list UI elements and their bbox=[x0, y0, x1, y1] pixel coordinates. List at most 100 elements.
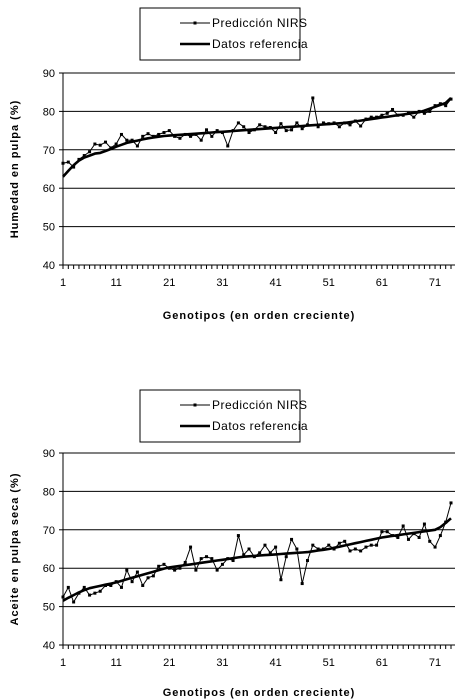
x-tick-label: 11 bbox=[110, 657, 121, 669]
data-point-prediccion-nirs bbox=[146, 576, 150, 580]
data-point-prediccion-nirs bbox=[295, 121, 299, 125]
data-point-prediccion-nirs bbox=[359, 549, 363, 553]
data-point-prediccion-nirs bbox=[162, 131, 166, 135]
data-point-prediccion-nirs bbox=[231, 559, 235, 563]
x-tick-label: 31 bbox=[216, 277, 228, 289]
x-tick-label: 11 bbox=[110, 277, 121, 289]
legend-marker-prediccion-nirs bbox=[193, 21, 197, 25]
data-point-prediccion-nirs bbox=[353, 547, 357, 551]
data-point-prediccion-nirs bbox=[125, 568, 129, 572]
data-point-prediccion-nirs bbox=[406, 537, 410, 541]
legend-label: Predicción NIRS bbox=[212, 16, 308, 30]
data-point-prediccion-nirs bbox=[396, 535, 400, 539]
data-point-prediccion-nirs bbox=[135, 144, 139, 148]
data-point-prediccion-nirs bbox=[183, 560, 187, 564]
data-point-prediccion-nirs bbox=[173, 568, 177, 572]
y-tick-label: 90 bbox=[43, 68, 55, 80]
data-point-prediccion-nirs bbox=[422, 522, 426, 526]
y-tick-label: 90 bbox=[43, 448, 55, 460]
data-point-prediccion-nirs bbox=[391, 107, 395, 111]
data-point-prediccion-nirs bbox=[199, 138, 203, 142]
x-tick-label: 1 bbox=[60, 657, 66, 669]
x-tick-label: 31 bbox=[216, 657, 228, 669]
x-tick-label: 71 bbox=[429, 277, 441, 289]
series-line-datos-referencia bbox=[62, 517, 452, 602]
data-point-prediccion-nirs bbox=[98, 589, 102, 593]
data-point-prediccion-nirs bbox=[242, 553, 246, 557]
x-tick-label: 21 bbox=[163, 277, 175, 289]
data-point-prediccion-nirs bbox=[449, 501, 453, 505]
x-tick-label: 51 bbox=[323, 277, 335, 289]
data-point-prediccion-nirs bbox=[284, 129, 288, 133]
data-point-prediccion-nirs bbox=[247, 131, 251, 135]
data-point-prediccion-nirs bbox=[290, 537, 294, 541]
data-point-prediccion-nirs bbox=[205, 128, 209, 132]
y-tick-label: 80 bbox=[43, 486, 55, 498]
legend-marker-prediccion-nirs bbox=[193, 403, 197, 407]
data-point-prediccion-nirs bbox=[290, 128, 294, 132]
data-point-prediccion-nirs bbox=[444, 104, 448, 108]
data-point-prediccion-nirs bbox=[146, 132, 150, 136]
data-point-prediccion-nirs bbox=[114, 142, 118, 146]
data-point-prediccion-nirs bbox=[178, 136, 182, 140]
data-point-prediccion-nirs bbox=[279, 122, 283, 126]
x-tick-label: 1 bbox=[60, 277, 66, 289]
data-point-prediccion-nirs bbox=[194, 568, 198, 572]
legend: Predicción NIRS Datos referencia bbox=[139, 7, 308, 61]
data-point-prediccion-nirs bbox=[268, 551, 272, 555]
data-point-prediccion-nirs bbox=[167, 129, 171, 133]
data-point-prediccion-nirs bbox=[279, 578, 283, 582]
data-point-prediccion-nirs bbox=[343, 539, 347, 543]
y-tick-label: 60 bbox=[43, 563, 55, 575]
data-point-prediccion-nirs bbox=[151, 574, 155, 578]
data-point-prediccion-nirs bbox=[337, 541, 341, 545]
data-point-prediccion-nirs bbox=[119, 585, 123, 589]
data-point-prediccion-nirs bbox=[157, 132, 161, 136]
data-point-prediccion-nirs bbox=[380, 530, 384, 534]
y-tick-label: 60 bbox=[43, 183, 55, 195]
data-point-prediccion-nirs bbox=[215, 568, 219, 572]
data-point-prediccion-nirs bbox=[242, 125, 246, 129]
y-tick-label: 70 bbox=[43, 525, 55, 537]
x-tick-label: 61 bbox=[376, 277, 388, 289]
data-point-prediccion-nirs bbox=[422, 111, 426, 115]
data-point-prediccion-nirs bbox=[364, 545, 368, 549]
data-point-prediccion-nirs bbox=[311, 543, 315, 547]
y-tick-label: 40 bbox=[43, 260, 55, 272]
legend-label: Predicción NIRS bbox=[212, 398, 308, 412]
data-point-prediccion-nirs bbox=[141, 134, 145, 138]
data-point-prediccion-nirs bbox=[210, 134, 214, 138]
data-point-prediccion-nirs bbox=[135, 570, 139, 574]
data-point-prediccion-nirs bbox=[369, 115, 373, 119]
y-tick-label: 40 bbox=[43, 640, 55, 652]
data-point-prediccion-nirs bbox=[82, 585, 86, 589]
data-point-prediccion-nirs bbox=[61, 595, 65, 599]
data-point-prediccion-nirs bbox=[258, 551, 262, 555]
data-point-prediccion-nirs bbox=[305, 559, 309, 563]
legend-box bbox=[139, 7, 301, 61]
data-point-prediccion-nirs bbox=[263, 543, 267, 547]
y-axis-title: Humedad en pulpa (%) bbox=[9, 100, 21, 239]
data-point-prediccion-nirs bbox=[247, 547, 251, 551]
data-point-prediccion-nirs bbox=[189, 134, 193, 138]
data-point-prediccion-nirs bbox=[210, 557, 214, 561]
legend: Predicción NIRS Datos referencia bbox=[139, 389, 308, 443]
series-line-datos-referencia bbox=[62, 97, 452, 178]
data-point-prediccion-nirs bbox=[417, 535, 421, 539]
data-point-prediccion-nirs bbox=[438, 534, 442, 538]
data-point-prediccion-nirs bbox=[93, 142, 97, 146]
legend-label: Datos referencia bbox=[212, 37, 308, 51]
data-point-prediccion-nirs bbox=[385, 111, 389, 115]
data-point-prediccion-nirs bbox=[61, 161, 65, 165]
data-point-prediccion-nirs bbox=[88, 593, 92, 597]
data-point-prediccion-nirs bbox=[130, 580, 134, 584]
x-tick-label: 41 bbox=[269, 277, 281, 289]
legend-box bbox=[139, 389, 301, 443]
y-tick-label: 80 bbox=[43, 106, 55, 118]
x-axis-title: Genotipos (en orden creciente) bbox=[163, 310, 356, 322]
data-point-prediccion-nirs bbox=[178, 566, 182, 570]
x-axis-title: Genotipos (en orden creciente) bbox=[163, 687, 356, 699]
data-point-prediccion-nirs bbox=[205, 555, 209, 559]
